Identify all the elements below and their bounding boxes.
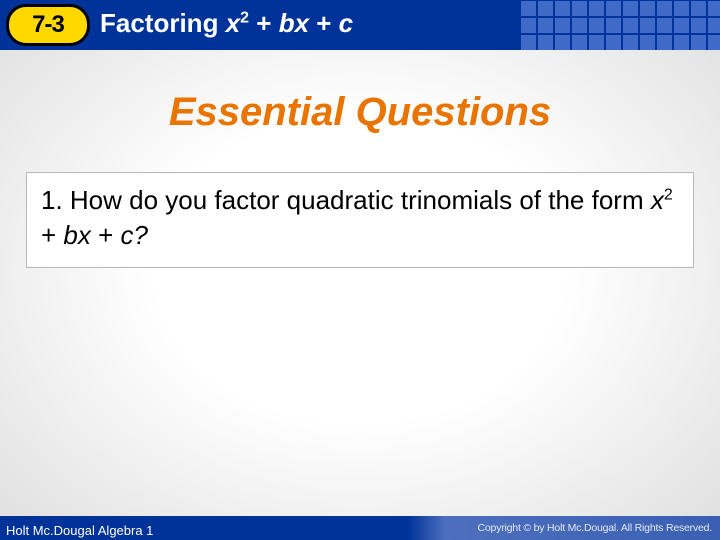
question-text: 1. How do you factor quadratic trinomial… xyxy=(41,185,651,215)
lesson-title-plain: Factoring xyxy=(100,8,226,38)
lesson-title: Factoring x2 + bx + c xyxy=(100,8,353,39)
footer-right-text: Copyright © by Holt Mc.Dougal. All Right… xyxy=(478,522,712,534)
header-grid-decoration xyxy=(520,0,720,50)
question-box: 1. How do you factor quadratic trinomial… xyxy=(26,172,694,268)
headline-text: Essential Questions xyxy=(169,90,551,134)
lesson-title-math: x2 + bx + c xyxy=(226,8,353,38)
footer-copyright: Copyright © by Holt Mc.Dougal. All Right… xyxy=(408,516,720,540)
footer-left-text: Holt Mc.Dougal Algebra 1 xyxy=(6,523,153,538)
lesson-number-badge: 7-3 xyxy=(6,4,90,46)
lesson-number-text: 7-3 xyxy=(32,11,64,39)
essential-questions-heading: Essential Questions xyxy=(0,90,720,135)
slide-root: 7-3 Factoring x2 + bx + c Essential Ques… xyxy=(0,0,720,540)
